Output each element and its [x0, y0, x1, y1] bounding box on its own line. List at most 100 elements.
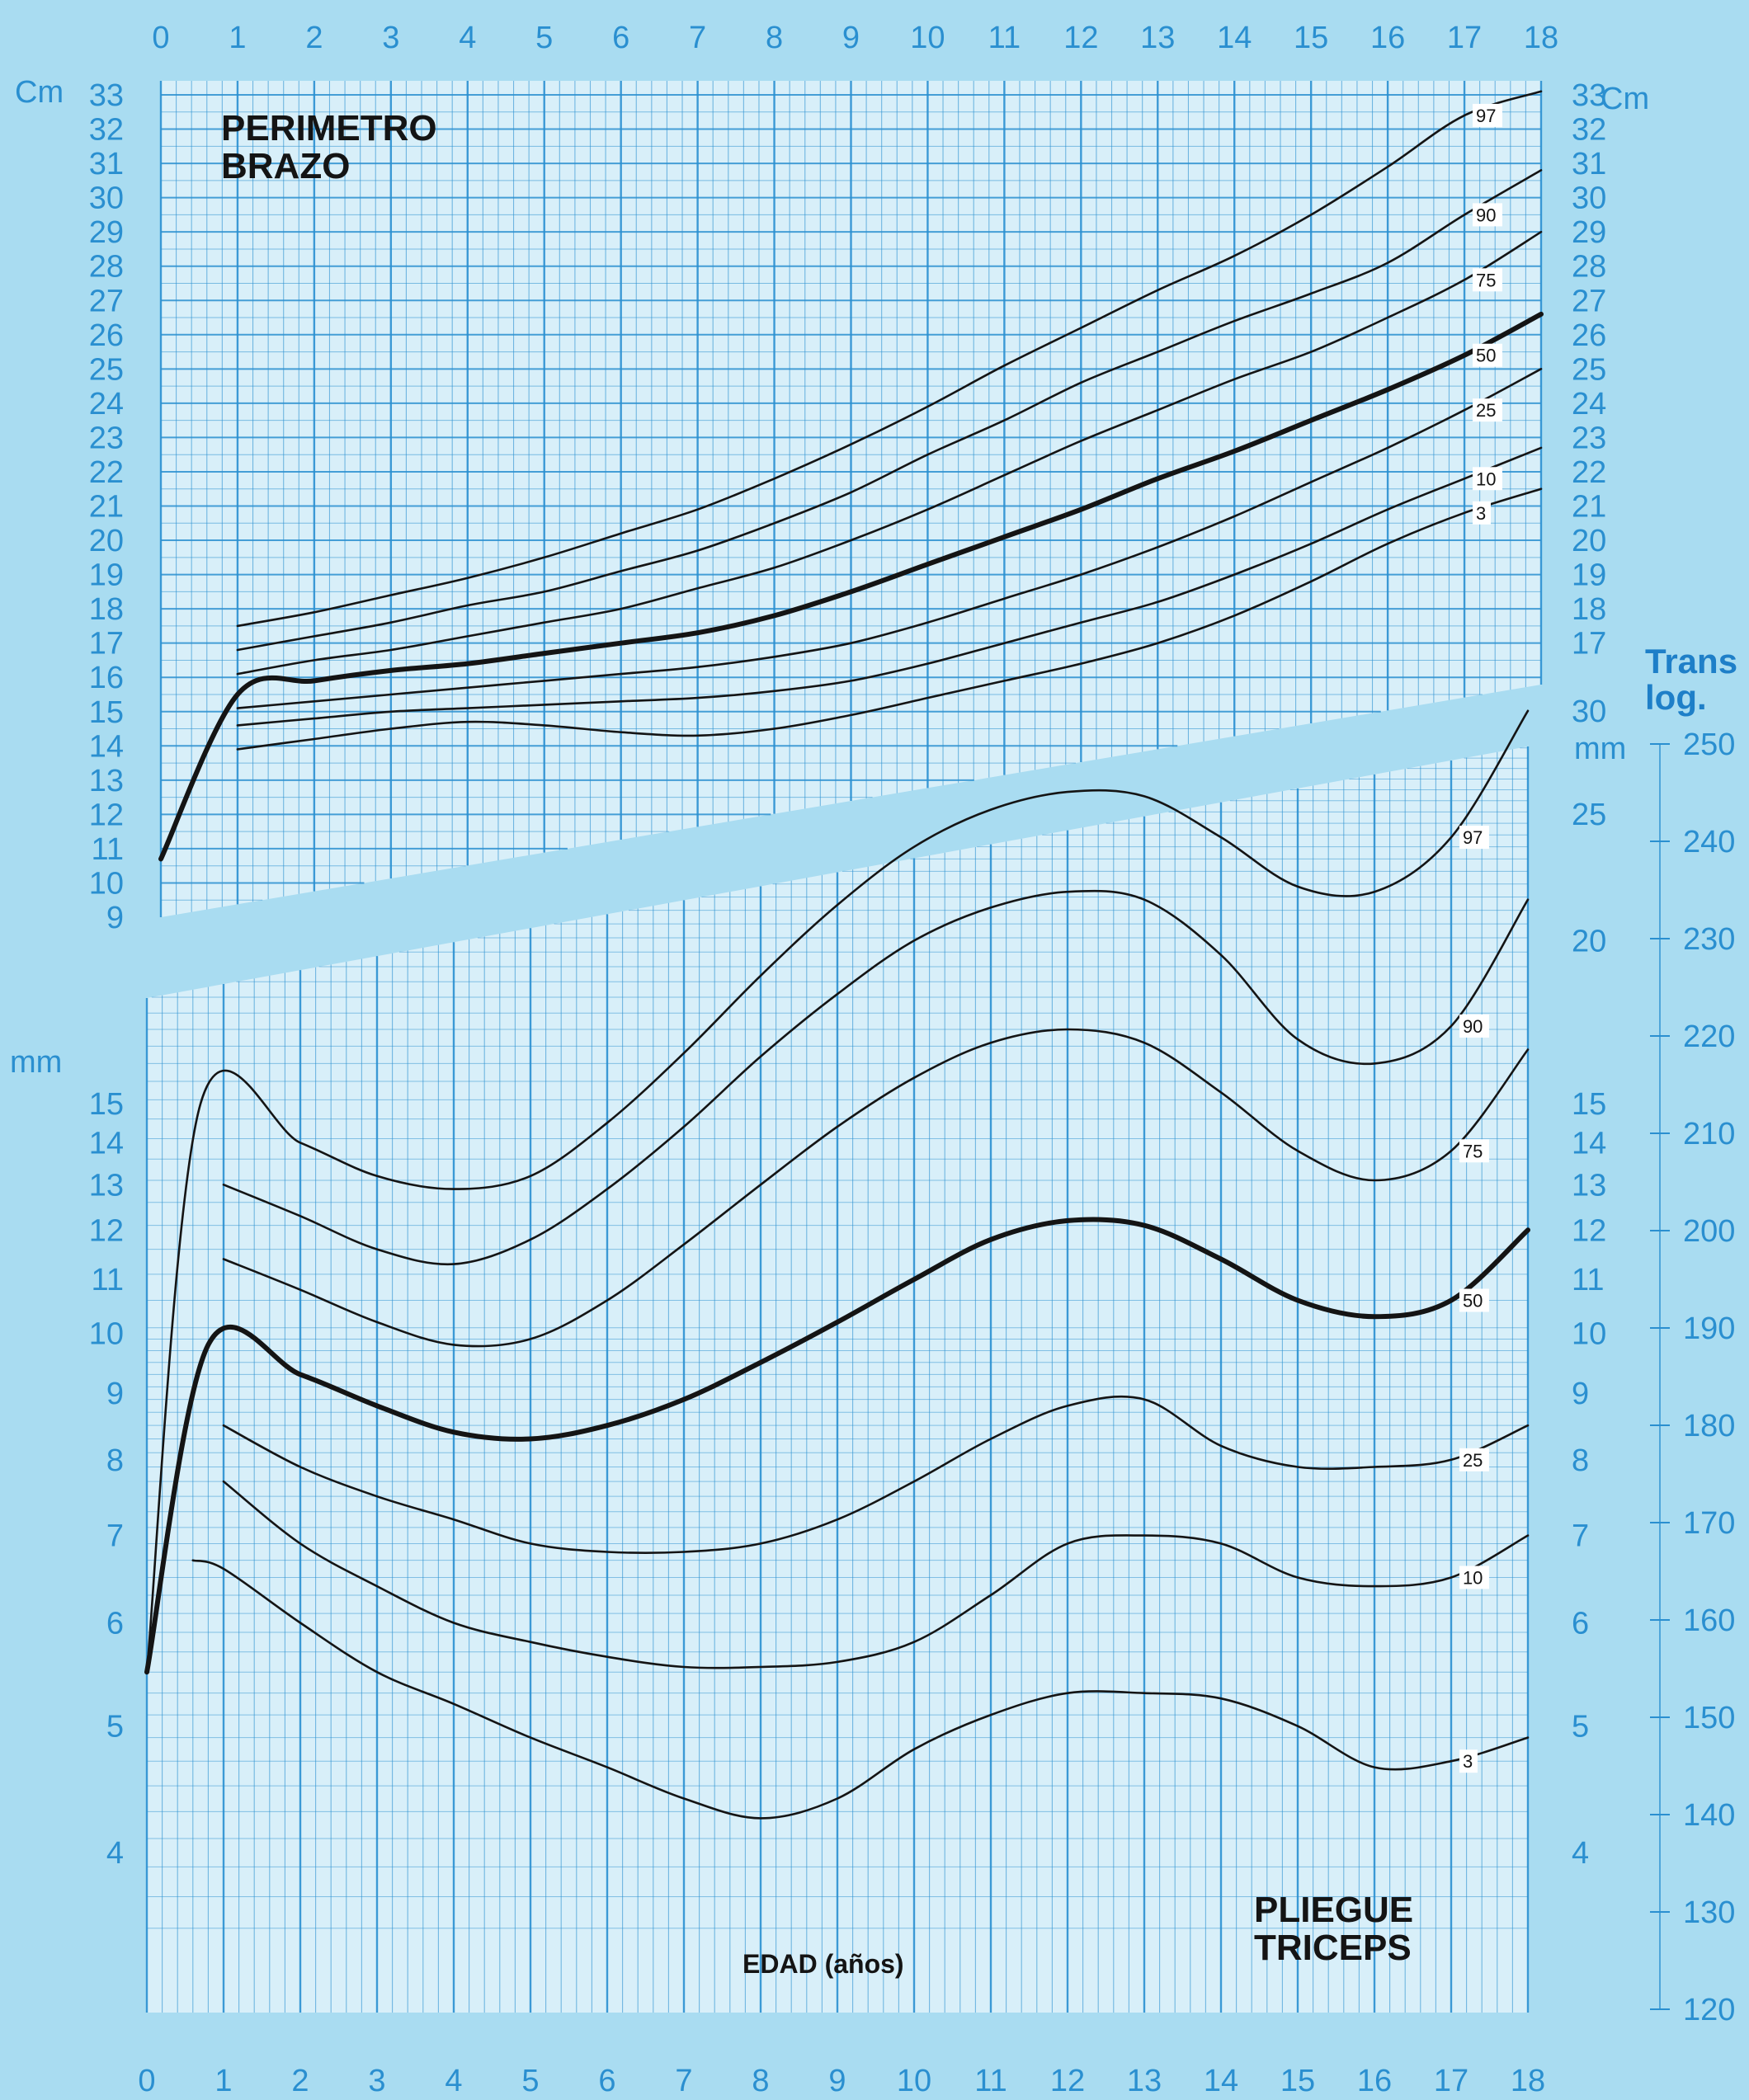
triceps-series-3 — [191, 1559, 1530, 1820]
arm-y-tick-left: 32 — [89, 113, 124, 148]
arm-series-75-label-bg — [1472, 268, 1502, 292]
x-tick-bottom: 2 — [291, 2064, 309, 2098]
triceps-y-tick-right: 13 — [1572, 1168, 1606, 1203]
arm-series-97 — [236, 90, 1543, 628]
x-tick-bottom: 3 — [368, 2064, 385, 2098]
trans-log-tick: 140 — [1683, 1798, 1735, 1833]
triceps-y-tick-right: 9 — [1572, 1377, 1589, 1411]
triceps-y-tick-left: 14 — [89, 1126, 124, 1161]
x-tick-bottom: 9 — [828, 2064, 846, 2098]
x-tick-top: 1 — [229, 21, 246, 55]
arm-y-tick-left: 11 — [92, 832, 124, 867]
arm-y-tick-left: 22 — [89, 455, 124, 490]
triceps-y-tick-right: 14 — [1572, 1126, 1606, 1161]
x-tick-top: 2 — [305, 21, 323, 55]
x-tick-top: 10 — [910, 21, 945, 55]
trans-log-tick: 190 — [1683, 1311, 1735, 1346]
triceps-series-10 — [222, 1480, 1530, 1669]
arm-y-tick-left: 18 — [89, 592, 124, 627]
arm-y-tick-left: 26 — [89, 318, 124, 353]
trans-log-tick: 170 — [1683, 1506, 1735, 1541]
x-tick-top: 5 — [535, 21, 553, 55]
trans-log-tick: 180 — [1683, 1409, 1735, 1443]
x-tick-top: 8 — [766, 21, 783, 55]
triceps-y-tick-left: 4 — [106, 1836, 124, 1871]
x-tick-bottom: 7 — [675, 2064, 692, 2098]
triceps-series-97-label: 97 — [1463, 827, 1483, 848]
x-tick-top: 7 — [689, 21, 706, 55]
triceps-series-90-label-bg — [1459, 1014, 1489, 1038]
arm-y-tick-left: 9 — [106, 901, 124, 935]
x-tick-top: 13 — [1140, 21, 1175, 55]
arm-y-tick-left: 33 — [89, 78, 124, 113]
triceps-series-90-label: 90 — [1463, 1016, 1483, 1037]
arm-y-tick-right: 30 — [1572, 181, 1606, 216]
trans-log-tick: 150 — [1683, 1701, 1735, 1735]
x-tick-top: 12 — [1063, 21, 1098, 55]
trans-log-tick: 130 — [1683, 1895, 1735, 1930]
triceps-title-line1: PLIEGUE — [1254, 1890, 1413, 1930]
arm-y-tick-right: 23 — [1572, 421, 1606, 455]
triceps-y-tick-right: 12 — [1572, 1213, 1606, 1248]
trans-log-tick: 230 — [1683, 922, 1735, 957]
trans-log-tick: 120 — [1683, 1993, 1735, 2027]
arm-y-tick-left: 27 — [89, 284, 124, 318]
arm-series-97-label: 97 — [1476, 106, 1496, 126]
arm-y-tick-left: 28 — [89, 250, 124, 285]
triceps-series-10-label-bg — [1459, 1566, 1489, 1589]
trans-log-tick: 220 — [1683, 1019, 1735, 1054]
arm-y-tick-right: 18 — [1572, 592, 1606, 627]
arm-y-tick-left: 29 — [89, 215, 124, 250]
arm-y-tick-right: 28 — [1572, 250, 1606, 285]
arm-series-50-label: 50 — [1476, 346, 1496, 366]
triceps-y-tick-right: 8 — [1572, 1443, 1589, 1478]
triceps-y-tick-right: 11 — [1572, 1263, 1604, 1297]
arm-series-25-label: 25 — [1476, 400, 1496, 421]
arm-y-tick-right: 26 — [1572, 318, 1606, 353]
x-tick-bottom: 5 — [521, 2064, 539, 2098]
arm-y-tick-right: 17 — [1572, 627, 1606, 662]
triceps-y-tick-right: 10 — [1572, 1317, 1606, 1352]
triceps-y-tick-left: 10 — [89, 1317, 124, 1352]
x-tick-top: 14 — [1217, 21, 1252, 55]
arm-series-3 — [236, 487, 1543, 751]
trans-log-label-line1: Trans — [1645, 642, 1737, 680]
arm-series-90-label-bg — [1472, 203, 1502, 227]
triceps-y-tick-left: 11 — [92, 1263, 124, 1297]
x-tick-top: 11 — [988, 21, 1021, 55]
arm-y-tick-right: 32 — [1572, 113, 1606, 148]
triceps-series-50-label-bg — [1459, 1288, 1489, 1312]
triceps-series-97 — [145, 709, 1530, 1674]
arm-unit-right: Cm — [1600, 82, 1649, 116]
x-tick-bottom: 8 — [752, 2064, 769, 2098]
triceps-y-tick-right: 25 — [1572, 798, 1606, 832]
arm-unit-left: Cm — [15, 75, 64, 110]
arm-series-10 — [236, 446, 1543, 727]
triceps-series-25 — [222, 1395, 1530, 1554]
arm-y-tick-left: 15 — [89, 695, 124, 730]
x-tick-top: 9 — [842, 21, 860, 55]
triceps-y-tick-right: 4 — [1572, 1836, 1589, 1871]
triceps-y-tick-right: 20 — [1572, 924, 1606, 958]
arm-series-10-label: 10 — [1476, 468, 1496, 489]
trans-log-tick: 160 — [1683, 1603, 1735, 1638]
x-tick-top: 18 — [1524, 21, 1558, 55]
x-tick-bottom: 12 — [1050, 2064, 1085, 2098]
triceps-y-tick-right: 6 — [1572, 1606, 1589, 1641]
arm-series-3-label: 3 — [1476, 503, 1486, 524]
x-tick-bottom: 6 — [598, 2064, 615, 2098]
x-tick-top: 0 — [152, 21, 169, 55]
triceps-title-line2: TRICEPS — [1254, 1928, 1412, 1968]
x-tick-top: 16 — [1370, 21, 1405, 55]
arm-series-25-label-bg — [1472, 398, 1502, 422]
triceps-series-75 — [222, 1028, 1530, 1348]
x-tick-bottom: 13 — [1127, 2064, 1162, 2098]
arm-y-tick-right: 29 — [1572, 215, 1606, 250]
arm-y-tick-left: 12 — [89, 798, 124, 832]
age-axis-label: EDAD (años) — [742, 1949, 904, 1979]
triceps-y-tick-left: 13 — [89, 1168, 124, 1203]
triceps-y-tick-right: 15 — [1572, 1087, 1606, 1122]
triceps-y-tick-left: 8 — [106, 1443, 124, 1478]
arm-series-75 — [236, 230, 1543, 676]
